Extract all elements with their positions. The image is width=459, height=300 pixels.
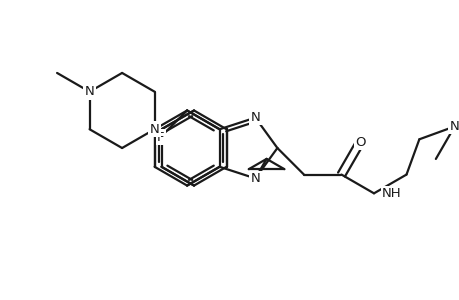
Text: N: N	[250, 111, 260, 124]
Text: F: F	[157, 130, 164, 143]
Text: O: O	[354, 136, 365, 148]
Text: N: N	[149, 123, 159, 136]
Text: N: N	[250, 172, 260, 185]
Text: NH: NH	[381, 187, 401, 200]
Text: N: N	[449, 120, 459, 133]
Text: N: N	[84, 85, 94, 98]
